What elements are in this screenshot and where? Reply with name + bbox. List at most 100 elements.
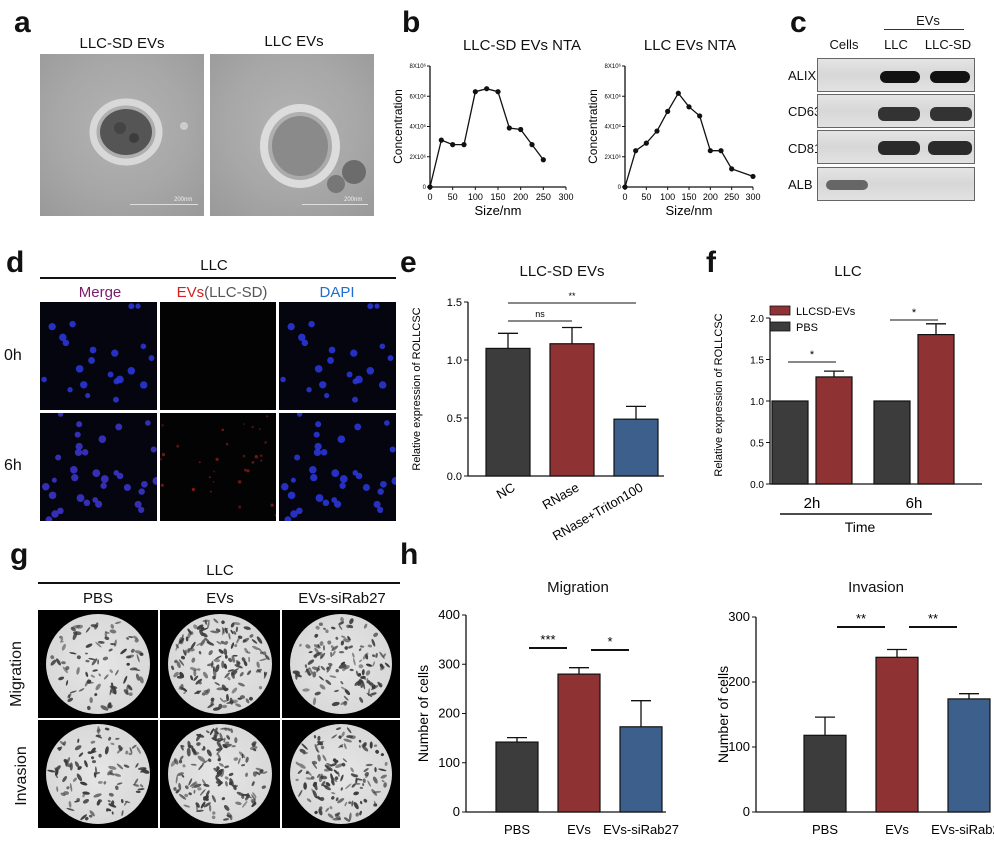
- fluo-group-line: [40, 277, 396, 279]
- chart-h-right-bar: [803, 734, 847, 813]
- chart-h-left-y-axis-label: Number of cells: [415, 665, 431, 762]
- nta-left-data-point: [461, 142, 467, 148]
- chart-h-left-y-tick-label: 400: [438, 607, 460, 622]
- blot-lane-cells: Cells: [829, 37, 859, 52]
- chart-h-right-category-label: PBS: [812, 822, 838, 837]
- em-title-llc: LLC EVs: [264, 33, 324, 50]
- chart-f-y-tick-label: 2.0: [750, 314, 764, 325]
- chart-e: 0.00.51.01.5NC RNaseRNase+Triton100Relati…: [411, 291, 664, 543]
- chart-h-left-title: Migration: [547, 579, 609, 596]
- well-col-evs-sirab27: EVs-siRab27: [298, 590, 386, 607]
- nta-left-data-point: [506, 125, 512, 131]
- nta-right-y-tick-label: 8X10⁶: [605, 63, 622, 70]
- nta-right-y-axis-label: Concentration: [586, 89, 600, 164]
- nta-left-title: LLC-SD EVs NTA: [462, 37, 582, 54]
- chart-h-right-bar: [947, 698, 991, 813]
- nta-left-y-tick-label: 2X10⁶: [410, 154, 427, 161]
- chart-h-right-y-tick-label: 200: [728, 674, 750, 689]
- chart-h-left-category-label: EVs: [567, 822, 591, 837]
- nta-left-data-point: [450, 142, 456, 148]
- fluo-row-6h: 6h: [4, 457, 22, 474]
- chart-f: 0.0 0.5 1.0 1.5 2.0 2h 6h Time Relative expressi…: [713, 305, 982, 535]
- panel-label-b: b: [402, 6, 421, 39]
- nta-left-data-point: [495, 89, 501, 95]
- chart-f-significance-label: *: [810, 349, 815, 361]
- chart-f-legend-swatch: [769, 305, 791, 316]
- nta-right-x-tick-label: 300: [745, 192, 760, 202]
- chart-f-category-label: 6h: [906, 495, 923, 512]
- well-row-migration: Migration: [8, 641, 26, 707]
- chart-f-legend-label: PBS: [796, 322, 818, 334]
- nta-left-series-line: [429, 88, 544, 188]
- chart-e-category-label: RNase: [540, 480, 582, 513]
- blot-group-line: [884, 29, 964, 30]
- chart-h-right-y-tick-label: 0: [743, 804, 750, 819]
- chart-h-left-category-label: EVs-siRab27: [603, 822, 679, 837]
- em-image-llc-sd: 200nm: [40, 54, 204, 216]
- well-image-invasion-evs: [160, 720, 280, 828]
- blot-row-label-cd81: CD81: [788, 141, 822, 156]
- fluo-col-dapi: DAPI: [319, 284, 355, 301]
- chart-h-left-bar: [495, 741, 539, 813]
- nta-right-data-point: [622, 184, 628, 190]
- em-scalebar-label-1: 200nm: [174, 197, 193, 203]
- nta-right-data-point: [707, 148, 713, 154]
- nta-left-chart: 0 50 100 150 200 250 300 0 2X10⁶ 4X10⁶ 6X10⁶ 8X10⁶ S…: [391, 63, 574, 218]
- well-image-invasion-pbs: [38, 720, 158, 828]
- nta-right-data-point: [750, 173, 756, 180]
- nta-right-y-tick-label: 0: [618, 185, 622, 191]
- blot-lane-llc-sd: LLC-SD: [924, 37, 972, 52]
- nta-left-data-point: [529, 142, 535, 148]
- chart-e-bar: [485, 347, 531, 477]
- chart-f-title: LLC: [834, 263, 862, 280]
- nta-left-x-axis-label: Size/nm: [475, 203, 522, 218]
- nta-right-title: LLC EVs NTA: [643, 37, 737, 54]
- fluo-row-0h: 0h: [4, 347, 22, 364]
- fluo-group-title: LLC: [200, 257, 228, 274]
- chart-h-right-category-label: EVs-siRab27: [931, 822, 994, 837]
- fluo-col-evs-paren: (LLC-SD): [204, 284, 268, 301]
- fluo-col-merge: Merge: [78, 284, 122, 301]
- nta-left-data-point: [484, 86, 490, 92]
- chart-f-x-axis-label: Time: [845, 519, 876, 535]
- well-col-evs: EVs: [206, 590, 234, 607]
- chart-h-left-y-tick-label: 200: [438, 706, 460, 721]
- chart-h-left-significance-label: *: [607, 634, 612, 649]
- well-group-title: LLC: [206, 562, 234, 579]
- nta-right-y-tick-label: 2X10⁶: [605, 154, 622, 161]
- blot-row-alb: [817, 167, 975, 201]
- chart-f-y-tick-label: 1.5: [750, 356, 764, 367]
- fluo-image-0h-dapi: [279, 302, 396, 410]
- chart-h-right-category-label: EVs: [885, 822, 909, 837]
- chart-e-y-tick-label: 1.5: [447, 297, 462, 309]
- chart-h-left-y-tick-label: 100: [438, 755, 460, 770]
- nta-left-x-tick-label: 50: [448, 192, 458, 202]
- chart-h-left: 0 100 200 300 400 PBS EVs EVs-siRab27 Number of …: [415, 607, 679, 837]
- em-scalebar-label-2: 200nm: [344, 197, 363, 203]
- nta-left-x-tick-label: 0: [427, 192, 432, 202]
- nta-right-y-tick-label: 6X10⁶: [605, 93, 622, 100]
- chart-h-right: 0 100 200 300 PBS EVs EVs-siRab27 Number of cel…: [715, 609, 994, 837]
- nta-right-data-point: [633, 148, 639, 154]
- chart-h-right-y-tick-label: 300: [728, 609, 750, 624]
- chart-h-left-bar: [619, 726, 663, 813]
- chart-e-y-tick-label: 1.0: [447, 355, 462, 367]
- blot-row-label-alb: ALB: [788, 177, 813, 192]
- blot-lane-llc: LLC: [884, 37, 908, 52]
- chart-h-right-title: Invasion: [848, 579, 904, 596]
- nta-left-y-axis-label: Concentration: [391, 89, 405, 164]
- chart-e-significance-label: **: [568, 291, 576, 301]
- nta-right-data-point: [697, 113, 703, 119]
- nta-left-y-tick-label: 0: [423, 185, 427, 191]
- blot-row-label-alix: ALIX: [788, 68, 817, 83]
- nta-right-data-point: [665, 108, 671, 114]
- chart-h-left-bar: [557, 673, 601, 813]
- chart-f-bar: [873, 400, 911, 485]
- panel-label-g: g: [10, 538, 29, 571]
- chart-h-right-y-tick-label: 100: [728, 739, 750, 754]
- chart-h-right-y-axis-label: Number of cells: [715, 666, 731, 763]
- nta-left-x-tick-label: 300: [558, 192, 573, 202]
- chart-h-left-y-tick-label: 300: [438, 656, 460, 671]
- chart-e-significance-label: ns: [535, 309, 545, 319]
- well-image-invasion-evs-sirab27: [282, 720, 400, 828]
